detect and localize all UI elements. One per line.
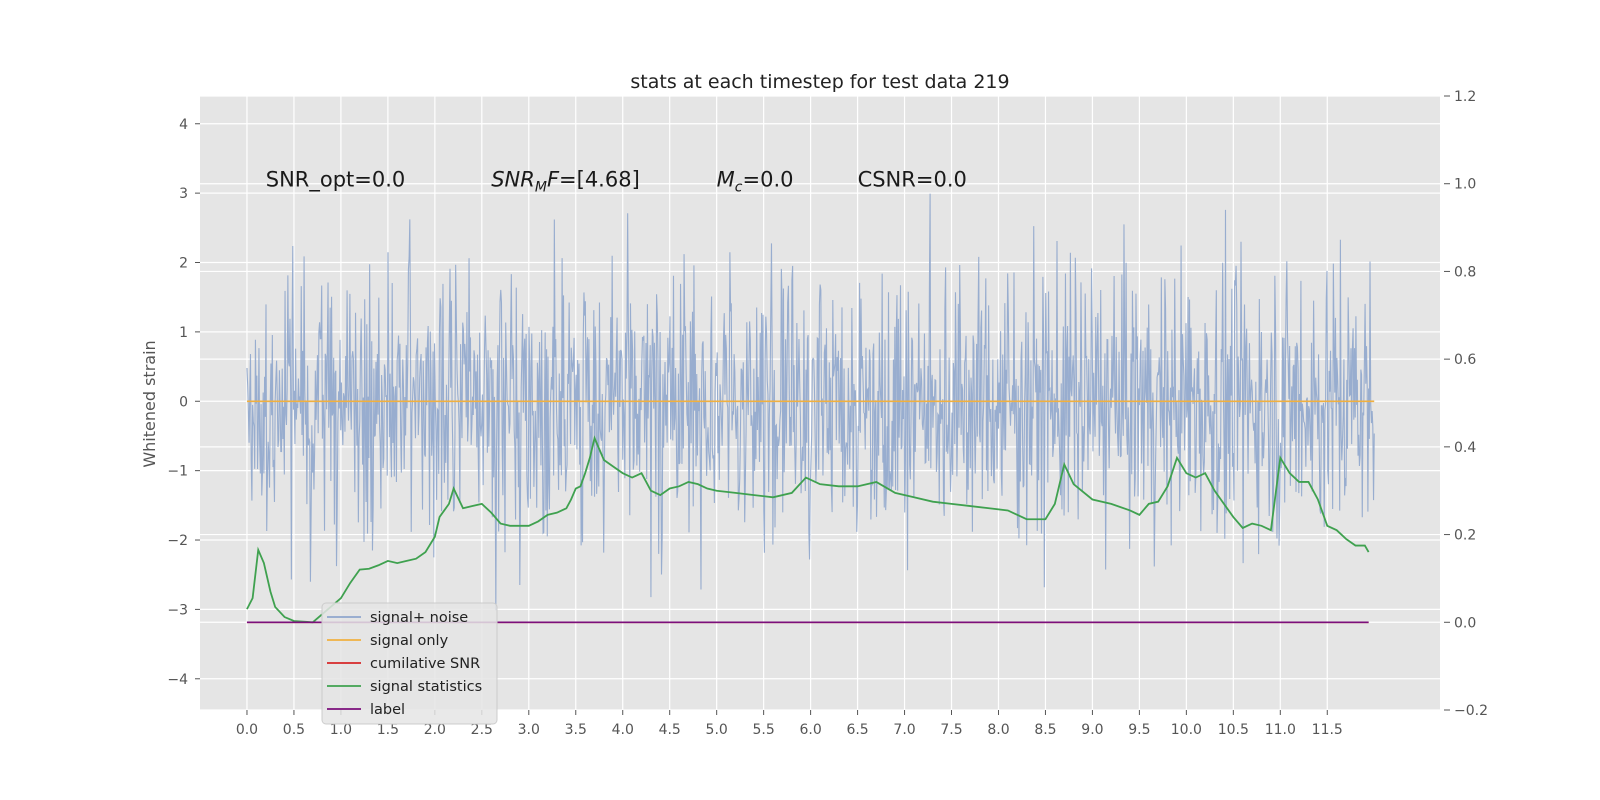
y2-tick-label: 0.2 [1454, 528, 1476, 544]
series-signal-plus-noise [246, 193, 1375, 611]
axes: 0.0 0.5 1.0 1.5 2.0 2.5 3.0 3.5 4.0 4.5 5.0 5.5 6.0 6… [167, 89, 1488, 738]
x-tick-label: 9.5 [1128, 722, 1150, 738]
x-tick-label: 5.0 [706, 722, 728, 738]
y-tick-label: 2 [179, 256, 188, 272]
legend-box [321, 602, 498, 725]
x-tick-label: 4.0 [612, 722, 634, 738]
x-tick-label: 1.5 [377, 722, 399, 738]
x-tick-label: 11.5 [1312, 722, 1343, 738]
x-tick-label: 5.5 [753, 722, 775, 738]
x-tick-label: 0.0 [236, 722, 258, 738]
y-tick-label: −3 [167, 602, 188, 618]
x-tick-label: 10.0 [1171, 722, 1202, 738]
x-tick-label: 3.5 [565, 722, 587, 738]
annotation: SNR_opt=0.0 [266, 167, 406, 192]
y-tick-label: −2 [167, 533, 188, 549]
y-tick-label: 4 [179, 117, 188, 133]
chart-title: stats at each timestep for test data 219 [630, 71, 1009, 93]
x-tick-label: 10.5 [1218, 722, 1249, 738]
legend-label: label [370, 702, 405, 718]
x-tick-label: 8.5 [1034, 722, 1056, 738]
signal-plus-noise-line [246, 193, 1375, 611]
y-tick-label: 0 [179, 394, 188, 410]
annotations: SNR_opt=0.0 SNRMF=[4.68] Mc=0.0 CSNR=0.0 [266, 167, 967, 195]
annotation: Mc=0.0 [717, 167, 794, 195]
x-tick-label: 8.0 [987, 722, 1009, 738]
y2-tick-label: 1.2 [1454, 89, 1476, 105]
x-tick-label: 1.0 [330, 722, 352, 738]
x-tick-label: 7.0 [893, 722, 915, 738]
line-signal-statistics [246, 435, 1370, 624]
x-tick-label: 7.5 [940, 722, 962, 738]
x-tick-label: 2.5 [471, 722, 493, 738]
y-axis-label: Whitened strain [140, 340, 159, 467]
y-tick-label: 1 [179, 325, 188, 341]
y-tick-label: −4 [167, 672, 188, 688]
legend-label: cumilative SNR [370, 656, 480, 672]
legend-label: signal+ noise [370, 610, 468, 626]
x-tick-label: 0.5 [283, 722, 305, 738]
x-tick-label: 4.5 [659, 722, 681, 738]
legend: signal+ noise signal only cumilative SNR si… [321, 602, 498, 725]
y2-tick-label: 1.0 [1454, 177, 1476, 193]
x-tick-label: 2.0 [424, 722, 446, 738]
legend-label: signal statistics [370, 679, 482, 695]
x-tick-label: 6.5 [846, 722, 868, 738]
y-tick-label: −1 [167, 464, 188, 480]
y-tick-label: 3 [179, 186, 188, 202]
x-tick-label: 11.0 [1265, 722, 1296, 738]
x-tick-label: 6.0 [799, 722, 821, 738]
legend-label: signal only [370, 633, 449, 649]
y2-tick-label: 0.6 [1454, 352, 1476, 368]
x-tick-label: 9.0 [1081, 722, 1103, 738]
x-tick-label: 3.0 [518, 722, 540, 738]
annotation: CSNR=0.0 [858, 167, 967, 191]
y2-tick-label: 0.0 [1454, 615, 1476, 631]
y2-tick-label: 0.8 [1454, 264, 1476, 280]
annotation: SNRMF=[4.68] [491, 167, 640, 195]
y2-tick-label: 0.4 [1454, 440, 1476, 456]
y2-tick-label: −0.2 [1454, 703, 1488, 719]
